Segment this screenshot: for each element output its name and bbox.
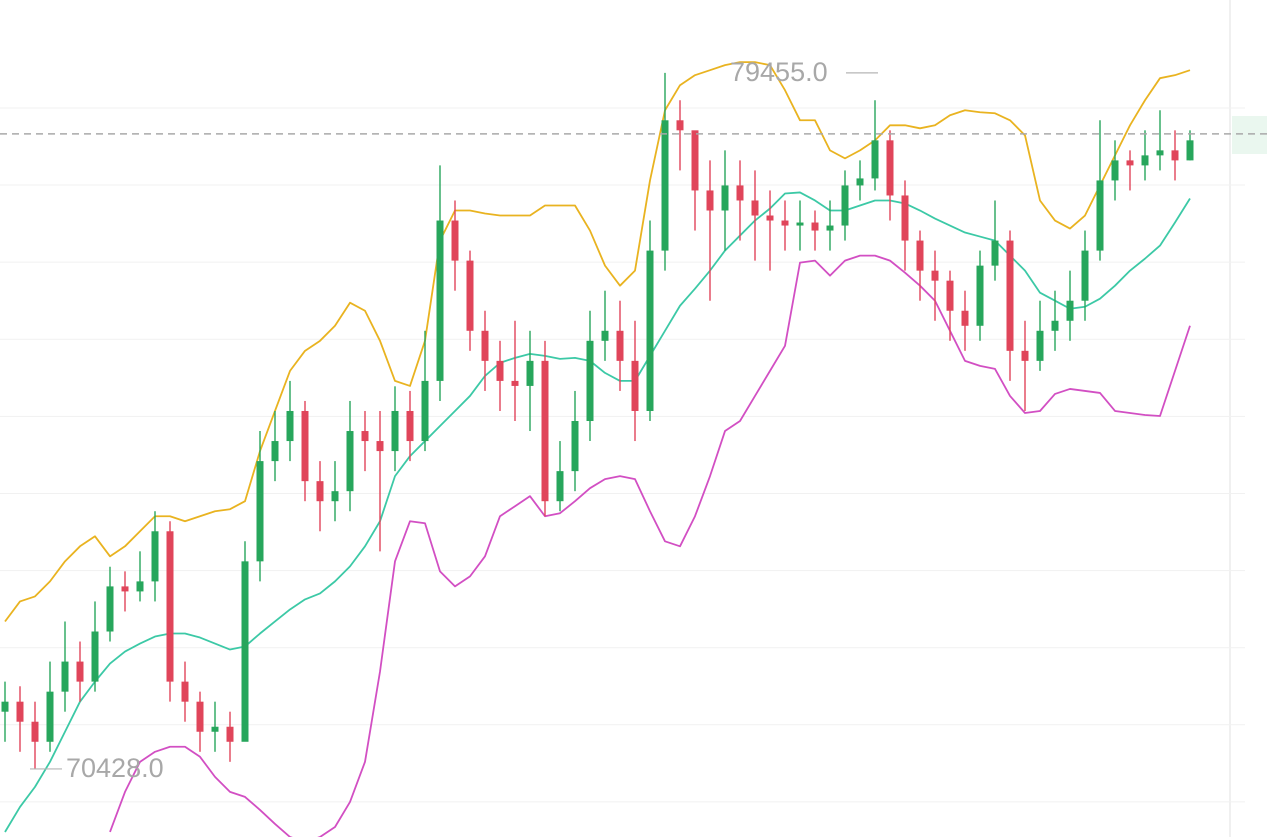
candle-body [511,380,519,386]
candle-body [1096,180,1104,251]
candle-body [151,531,159,582]
candle-body [601,330,609,341]
candle-body [166,531,174,682]
candle-body [856,178,864,186]
candle-body [1171,150,1179,161]
candle-body [16,701,24,722]
candle-body [766,215,774,221]
candle-body [796,222,804,226]
candle-body [196,701,204,732]
candle-body [811,222,819,231]
candle-body [211,726,219,732]
candle-body [736,185,744,201]
candle-body [961,310,969,326]
candle-body [301,410,309,482]
candle-body [931,270,939,281]
candle-body [391,410,399,452]
candle-body [136,581,144,592]
candle-body [451,220,459,261]
candle-body [61,661,69,692]
band-line [4,191,1191,833]
band-line [109,254,1191,837]
candle-body [241,561,249,742]
candle-body [1006,240,1014,351]
candle-body [1021,350,1029,361]
candle-body [406,410,414,442]
candle-body [436,220,444,381]
candle-body [346,431,354,492]
candle-body [646,250,654,411]
candle-body [256,461,264,562]
low-label: 70428.0 [66,753,164,783]
candle-body [706,190,714,211]
candle-body [691,130,699,191]
candle-body [361,431,369,442]
candle-body [226,726,234,742]
candle-body [871,140,879,179]
candle-body [271,441,279,462]
high-label: 79455.0 [730,57,828,87]
candle-body [901,195,909,241]
candle-body [721,185,729,211]
candle-body [496,360,504,381]
candle-body [661,120,669,251]
candle-body [106,586,114,632]
candles [1,72,1194,769]
candle-body [1036,330,1044,361]
candle-body [946,280,954,311]
candle-body [316,481,324,502]
candle-body [1,701,9,712]
candle-body [1051,320,1059,331]
candle-body [586,340,594,422]
bollinger-bands [4,61,1191,837]
candle-body [286,410,294,442]
candle-body [91,631,99,682]
candle-body [991,240,999,266]
candle-body [781,220,789,226]
candle-body [76,661,84,682]
candle-body [916,240,924,271]
candle-body [1156,150,1164,156]
candle-body [376,441,384,452]
candle-body [556,471,564,502]
candle-body [826,225,834,231]
candle-body [331,491,339,502]
candle-body [616,330,624,361]
band-line [4,61,1191,623]
candle-body [886,140,894,196]
candle-body [481,330,489,361]
candle-body [1066,300,1074,321]
candle-body [631,360,639,411]
overlay: 79455.0 70428.0 [0,57,1267,783]
candle-body [421,380,429,442]
candle-body [526,360,534,386]
candle-body [1186,140,1194,161]
candle-body [841,185,849,226]
grid [0,107,1245,803]
candle-body [676,120,684,131]
candle-body [1126,160,1134,166]
candle-body [976,265,984,326]
candle-body [541,360,549,502]
candle-body [1111,160,1119,181]
candle-body [31,721,39,742]
candle-body [121,586,129,592]
candle-body [571,421,579,472]
price-tag [1232,116,1267,154]
candle-body [466,260,474,331]
candle-body [181,681,189,702]
candle-body [1141,155,1149,166]
candle-body [46,691,54,742]
candle-body [1081,250,1089,301]
candle-body [751,200,759,216]
